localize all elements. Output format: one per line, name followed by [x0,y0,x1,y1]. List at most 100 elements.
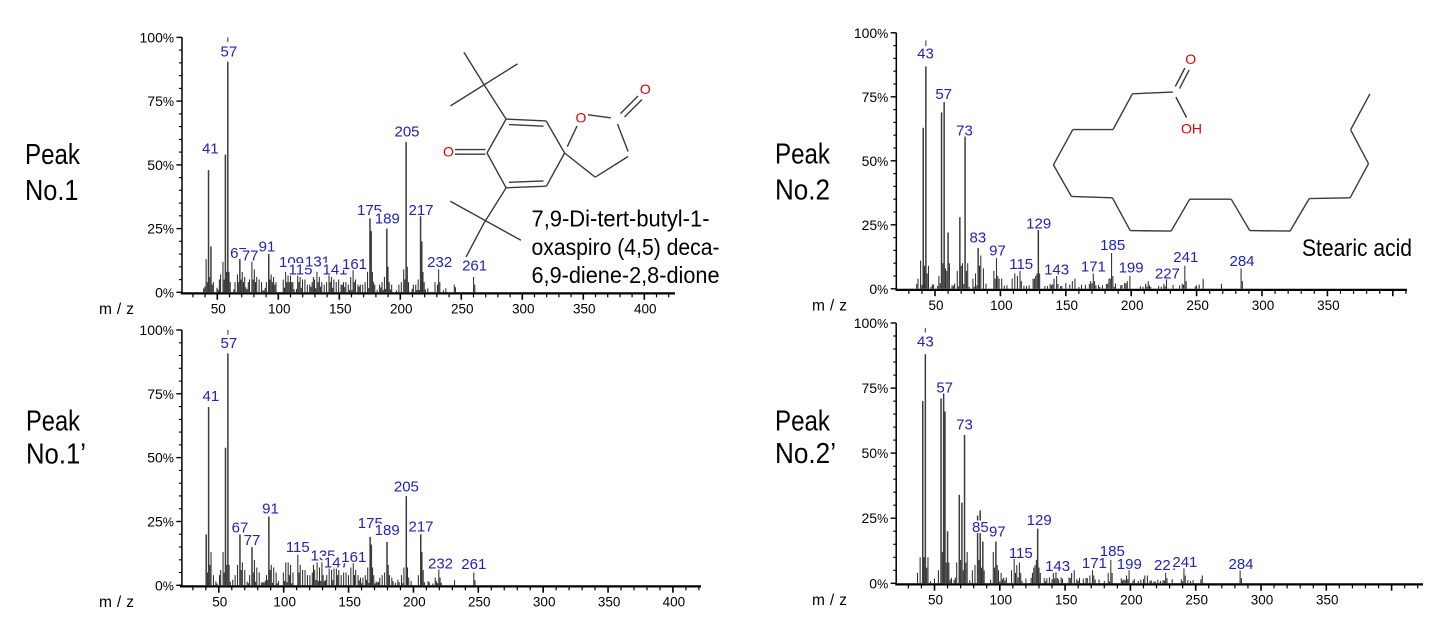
svg-text:97: 97 [989,243,1006,260]
svg-text:100: 100 [990,298,1013,313]
svg-text:250: 250 [1186,298,1209,313]
svg-text:O: O [1185,51,1196,67]
svg-text:25%: 25% [147,221,174,237]
svg-text:O: O [640,81,651,97]
svg-text:161: 161 [341,549,366,566]
svg-text:100%: 100% [139,322,173,338]
svg-text:50%: 50% [147,157,174,173]
svg-text:284: 284 [1228,556,1253,573]
svg-text:350: 350 [1317,298,1340,313]
svg-text:50: 50 [928,298,943,313]
svg-text:129: 129 [1026,215,1051,232]
svg-text:O: O [443,143,454,159]
svg-text:250: 250 [451,301,474,316]
svg-text:91: 91 [262,501,279,518]
svg-text:241: 241 [1173,249,1198,266]
svg-text:75%: 75% [862,89,889,105]
svg-text:232: 232 [427,254,452,271]
svg-text:261: 261 [462,257,487,274]
svg-text:250: 250 [468,594,491,609]
svg-text:6,9-diene-2,8-dione: 6,9-diene-2,8-dione [532,262,720,288]
svg-text:100%: 100% [854,25,888,41]
svg-text:100: 100 [268,301,291,316]
svg-text:150: 150 [1055,592,1078,607]
svg-text:91: 91 [259,239,276,256]
svg-text:67: 67 [232,519,249,536]
svg-text:75%: 75% [147,386,174,402]
svg-text:57: 57 [936,379,953,396]
svg-text:300: 300 [1252,298,1275,313]
svg-text:300: 300 [533,594,556,609]
svg-text:100%: 100% [854,315,888,331]
svg-text:200: 200 [390,301,413,316]
svg-text:150: 150 [1056,298,1079,313]
svg-text:97: 97 [989,523,1006,540]
svg-text:185: 185 [1100,237,1125,254]
svg-text:Peak: Peak [26,406,80,438]
svg-text:232: 232 [428,556,453,573]
svg-text:77: 77 [244,532,261,549]
svg-text:350: 350 [598,594,621,609]
svg-text:0%: 0% [155,577,174,593]
svg-text:129: 129 [1027,512,1052,529]
svg-text:73: 73 [956,123,973,140]
svg-text:25%: 25% [147,514,174,530]
svg-text:41: 41 [203,388,220,405]
svg-text:171: 171 [1082,555,1107,572]
svg-text:m/z: m/z [99,594,139,611]
svg-text:0%: 0% [155,284,174,300]
svg-text:m/z: m/z [812,297,852,314]
svg-text:350: 350 [573,301,596,316]
svg-text:m/z: m/z [99,301,139,318]
svg-text:199: 199 [1119,260,1144,277]
svg-text:No.1: No.1 [25,175,79,207]
svg-text:115: 115 [286,539,310,556]
svg-text:300: 300 [1251,592,1274,607]
svg-text:0%: 0% [869,575,888,591]
svg-text:200: 200 [403,594,426,609]
svg-text:100: 100 [273,594,296,609]
svg-text:150: 150 [338,594,361,609]
svg-text:50: 50 [928,592,943,607]
svg-text:50%: 50% [862,153,889,169]
svg-text:115: 115 [1009,545,1033,562]
svg-text:25%: 25% [862,217,889,233]
svg-text:261: 261 [461,556,486,573]
svg-text:50: 50 [212,594,227,609]
svg-text:161: 161 [342,256,367,273]
svg-text:189: 189 [375,210,400,227]
svg-text:400: 400 [634,301,657,316]
svg-text:oxaspiro (4,5) deca-: oxaspiro (4,5) deca- [532,234,720,260]
svg-text:185: 185 [1100,543,1125,560]
svg-text:284: 284 [1229,253,1254,270]
svg-text:No.2: No.2 [775,175,830,207]
svg-text:57: 57 [221,335,238,352]
svg-text:217: 217 [408,202,433,219]
svg-text:300: 300 [512,301,535,316]
svg-text:43: 43 [917,45,934,62]
svg-text:205: 205 [394,479,419,496]
svg-text:57: 57 [221,44,238,61]
svg-text:50%: 50% [861,445,888,461]
svg-text:217: 217 [408,519,433,536]
svg-text:143: 143 [1045,558,1070,575]
svg-text:150: 150 [329,301,352,316]
svg-text:50: 50 [211,301,226,316]
svg-text:189: 189 [375,522,400,539]
svg-text:77: 77 [242,248,259,265]
svg-text:0%: 0% [869,281,888,297]
svg-text:115: 115 [1009,256,1033,273]
svg-text:OH: OH [1181,120,1202,136]
svg-text:171: 171 [1081,259,1106,276]
svg-text:73: 73 [956,416,973,433]
svg-text:O: O [576,109,587,125]
svg-text:227: 227 [1155,265,1180,282]
svg-text:50%: 50% [147,450,174,466]
svg-text:75%: 75% [861,380,888,396]
svg-text:m/z: m/z [812,592,852,609]
svg-text:100: 100 [990,592,1013,607]
svg-text:Peak: Peak [775,138,830,170]
svg-text:25%: 25% [861,510,888,526]
svg-text:143: 143 [1044,262,1069,279]
svg-text:No.2’: No.2’ [775,438,836,470]
